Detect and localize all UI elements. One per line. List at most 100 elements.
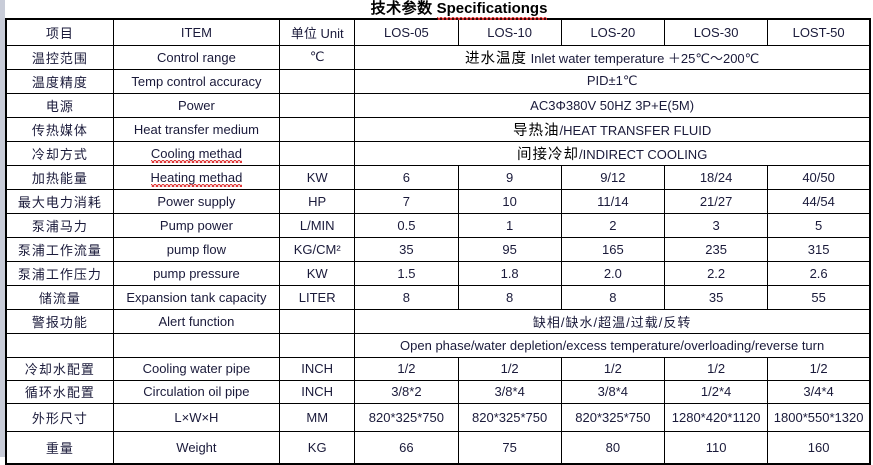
row-unit: ℃ [279,44,356,70]
row-label-cn: 冷却方式 [5,140,114,166]
table-row: 电源 Power AC3Φ380V 50HZ 3P+E(5M) [5,92,871,118]
row-value: 95 [457,236,562,262]
header-model-los-10: LOS-10 [457,18,562,46]
row-unit: INCH [279,379,356,404]
alert-label-en: Alert function [112,308,281,334]
header-item-cn: 项目 [5,18,114,46]
row-value: 3 [663,212,769,238]
row-merged-value: PID±1℃ [354,68,871,94]
row-merged-value-en: /HEAT TRANSFER FLUID [559,122,712,138]
row-value: 1/2 [560,356,665,381]
alert-value-cn: 缺相/缺水/超温/过载/反转 [354,308,871,334]
row-label-cn: 传热媒体 [5,116,114,142]
row-value: 3/8*2 [354,379,459,404]
row-value: 1/2 [354,356,459,381]
row-value: 2.2 [663,260,769,286]
row-label-cn: 最大电力消耗 [5,188,114,214]
row-label-cn: 泵浦工作压力 [5,260,114,286]
row-value: 1 [457,212,562,238]
row-label-cn: 循环水配置 [5,379,114,404]
row-label-en: pump flow [112,236,281,262]
row-unit [279,140,356,166]
row-label-en: Power [112,92,281,118]
row-unit: KG/CM² [279,236,356,262]
specifications-table: 项目 ITEM 单位 Unit LOS-05 LOS-10 LOS-20 LOS… [5,18,871,465]
row-value: 165 [560,236,665,262]
row-label-en: Heat transfer medium [112,116,281,142]
row-value: 55 [767,284,871,310]
alert-value-en: Open phase/water depletion/excess temper… [354,332,871,358]
page-title-en: Specificationgs [436,0,548,20]
row-label-en: Circulation oil pipe [112,379,281,404]
row-value: 1/2 [767,356,871,381]
row-label-cn: 温控范围 [5,44,114,70]
row-value: 75 [457,430,562,465]
left-edge-strip [0,0,5,457]
row-label-en: pump pressure [112,260,281,286]
row-merged-value-cn: 间接冷却 [516,146,579,163]
alert-label-en-blank [112,332,281,358]
row-value: 820*325*750 [354,402,459,432]
row-unit: L/MIN [279,212,356,238]
spec-sheet-page: 技术参数 Specificationgs 项目 ITEM 单位 Unit LOS-… [5,0,873,465]
row-value: 1.5 [354,260,459,286]
header-unit-cn: 单位 [290,25,317,41]
row-value: 7 [354,188,459,214]
alert-label-cn-blank [5,332,114,358]
alert-row-secondary: Open phase/water depletion/excess temper… [5,332,871,358]
row-label-cn: 冷却水配置 [5,356,114,381]
table-row: 泵浦马力 Pump power L/MIN 0.5 1 2 3 5 [5,212,871,238]
table-row: 循环水配置 Circulation oil pipe INCH 3/8*2 3/… [5,379,871,404]
row-value: 8 [457,284,562,310]
row-value: 11/14 [560,188,665,214]
table-row: 重量 Weight KG 66 75 80 110 160 [5,430,871,465]
row-label-en: Temp control accuracy [112,68,281,94]
alert-unit-blank-2 [279,332,356,358]
row-merged-value-cn: 进水温度 [465,50,527,67]
table-row: 泵浦工作压力 pump pressure KW 1.5 1.8 2.0 2.2 … [5,260,871,286]
row-label-en: L×W×H [112,402,281,432]
table-row: 外形尺寸 L×W×H MM 820*325*750 820*325*750 82… [5,402,871,432]
row-value: 10 [457,188,562,214]
row-value: 2.0 [560,260,665,286]
table-row: 温控范围 Control range ℃ 进水温度 Inlet water te… [5,44,871,70]
table-row: 冷却方式 Cooling methad 间接冷却/INDIRECT COOLIN… [5,140,871,166]
row-value: 44/54 [767,188,871,214]
row-merged-value-cn: 导热油 [513,122,560,139]
header-model-los-20: LOS-20 [560,18,665,46]
table-row: 温度精度 Temp control accuracy PID±1℃ [5,68,871,94]
row-merged-value: AC3Φ380V 50HZ 3P+E(5M) [354,92,871,118]
row-label-en: Expansion tank capacity [112,284,281,310]
table-row: 加热能量 Heating methad KW 6 9 9/12 18/24 40… [5,164,871,190]
page-title: 技术参数 Specificationgs [5,0,873,20]
row-value: 35 [663,284,769,310]
row-value: 0.5 [354,212,459,238]
header-unit: 单位 Unit [279,18,356,46]
row-unit: KW [279,164,356,190]
alert-label-cn: 警报功能 [5,308,114,334]
row-label-cn: 温度精度 [5,68,114,94]
row-value: 3/4*4 [767,379,871,404]
row-unit: MM [279,402,356,432]
table-row: 传热媒体 Heat transfer medium 导热油/HEAT TRANS… [5,116,871,142]
header-item-en: ITEM [112,18,281,46]
row-unit: LITER [279,284,356,310]
row-value: 1/2 [457,356,562,381]
row-unit [279,68,356,94]
row-value: 35 [354,236,459,262]
row-label-cn: 泵浦马力 [5,212,114,238]
row-merged-value: 导热油/HEAT TRANSFER FLUID [354,116,871,142]
row-value: 6 [354,164,459,190]
row-value: 820*325*750 [457,402,562,432]
row-unit [279,116,356,142]
row-value: 820*325*750 [560,402,665,432]
row-value: 2 [560,212,665,238]
row-value: 1800*550*1320 [767,402,871,432]
row-label-en-text: Cooling methad [150,145,243,163]
row-merged-value-en: Inlet water temperature ＋25℃～200℃ [530,50,760,66]
row-unit: HP [279,188,356,214]
row-merged-value-en: /INDIRECT COOLING [578,146,708,162]
row-value: 1/2*4 [663,379,769,404]
row-unit: INCH [279,356,356,381]
row-label-cn: 加热能量 [5,164,114,190]
